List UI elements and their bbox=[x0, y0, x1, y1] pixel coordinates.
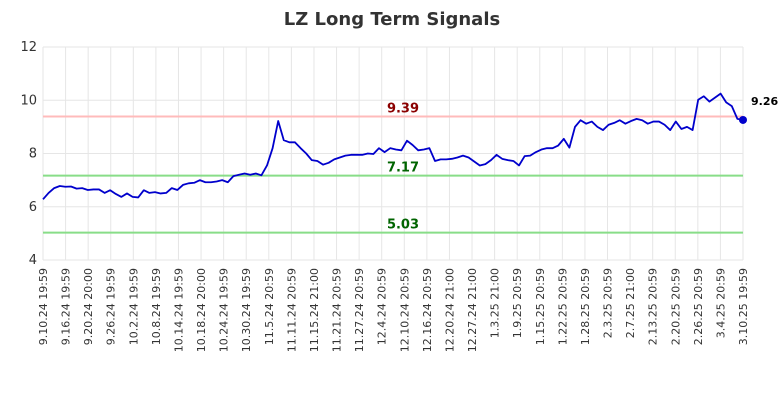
x-tick-label: 1.22.25 20:59 bbox=[556, 268, 569, 345]
x-tick-label: 10.24.24 19:59 bbox=[218, 268, 231, 352]
x-tick-label: 2.7.25 21:00 bbox=[624, 268, 637, 338]
price-line bbox=[42, 92, 744, 200]
x-tick-label: 12.20.24 21:00 bbox=[443, 268, 456, 352]
x-tick-label: 10.14.24 19:59 bbox=[172, 268, 185, 352]
y-tick-label: 6 bbox=[29, 200, 37, 215]
y-axis: 4 6 8 10 12 bbox=[20, 40, 37, 268]
x-tick-label: 1.15.25 20:59 bbox=[534, 268, 547, 345]
x-tick-label: 3.4.25 20:59 bbox=[714, 268, 727, 338]
x-tick-label: 1.9.25 20:59 bbox=[511, 268, 524, 338]
x-tick-label: 9.26.24 19:59 bbox=[105, 268, 118, 345]
x-tick-label: 10.2.24 19:59 bbox=[127, 268, 140, 345]
series: 9.26 bbox=[42, 92, 778, 200]
x-tick-label: 9.16.24 19:59 bbox=[60, 268, 73, 345]
signal-label: 5.03 bbox=[387, 218, 419, 233]
y-tick-label: 10 bbox=[20, 93, 37, 108]
signal-label: 9.39 bbox=[387, 101, 419, 116]
x-tick-label: 11.11.24 20:59 bbox=[285, 268, 298, 352]
x-tick-label: 2.20.25 20:59 bbox=[669, 268, 682, 345]
x-tick-label: 9.20.24 20:00 bbox=[82, 268, 95, 345]
x-tick-label: 10.8.24 19:59 bbox=[150, 268, 163, 345]
x-tick-label: 12.10.24 20:59 bbox=[398, 268, 411, 352]
x-tick-label: 11.27.24 20:59 bbox=[353, 268, 366, 352]
x-tick-label: 11.21.24 20:59 bbox=[331, 268, 344, 352]
x-tick-label: 2.26.25 20:59 bbox=[692, 268, 705, 345]
x-tick-label: 12.16.24 20:59 bbox=[421, 268, 434, 352]
x-tick-label: 11.15.24 21:00 bbox=[308, 268, 321, 352]
x-tick-label: 3.10.25 19:59 bbox=[737, 268, 750, 345]
y-tick-label: 12 bbox=[20, 40, 37, 55]
x-tick-label: 10.18.24 20:00 bbox=[195, 268, 208, 352]
y-tick-label: 8 bbox=[29, 147, 37, 162]
x-tick-label: 12.4.24 20:59 bbox=[376, 268, 389, 345]
x-tick-label: 1.28.25 20:59 bbox=[579, 268, 592, 345]
last-value-label: 9.26 bbox=[751, 95, 778, 108]
x-tick-label: 2.13.25 20:59 bbox=[647, 268, 660, 345]
grid bbox=[42, 46, 744, 261]
x-tick-label: 1.3.25 21:00 bbox=[489, 268, 502, 338]
x-tick-label: 12.27.24 21:00 bbox=[466, 268, 479, 352]
chart-title: LZ Long Term Signals bbox=[284, 9, 500, 30]
x-tick-label: 10.30.24 19:59 bbox=[240, 268, 253, 352]
y-tick-label: 4 bbox=[29, 253, 37, 268]
x-tick-label: 9.10.24 19:59 bbox=[37, 268, 50, 345]
last-point-marker bbox=[739, 115, 747, 124]
x-tick-label: 2.3.25 20:59 bbox=[602, 268, 615, 338]
x-axis: 9.10.24 19:59 9.16.24 19:59 9.20.24 20:00 9… bbox=[37, 268, 750, 352]
x-tick-label: 11.5.24 20:59 bbox=[263, 268, 276, 345]
horizontal-lines: 9.39 7.17 5.03 bbox=[43, 101, 743, 234]
signal-label: 7.17 bbox=[387, 161, 419, 176]
